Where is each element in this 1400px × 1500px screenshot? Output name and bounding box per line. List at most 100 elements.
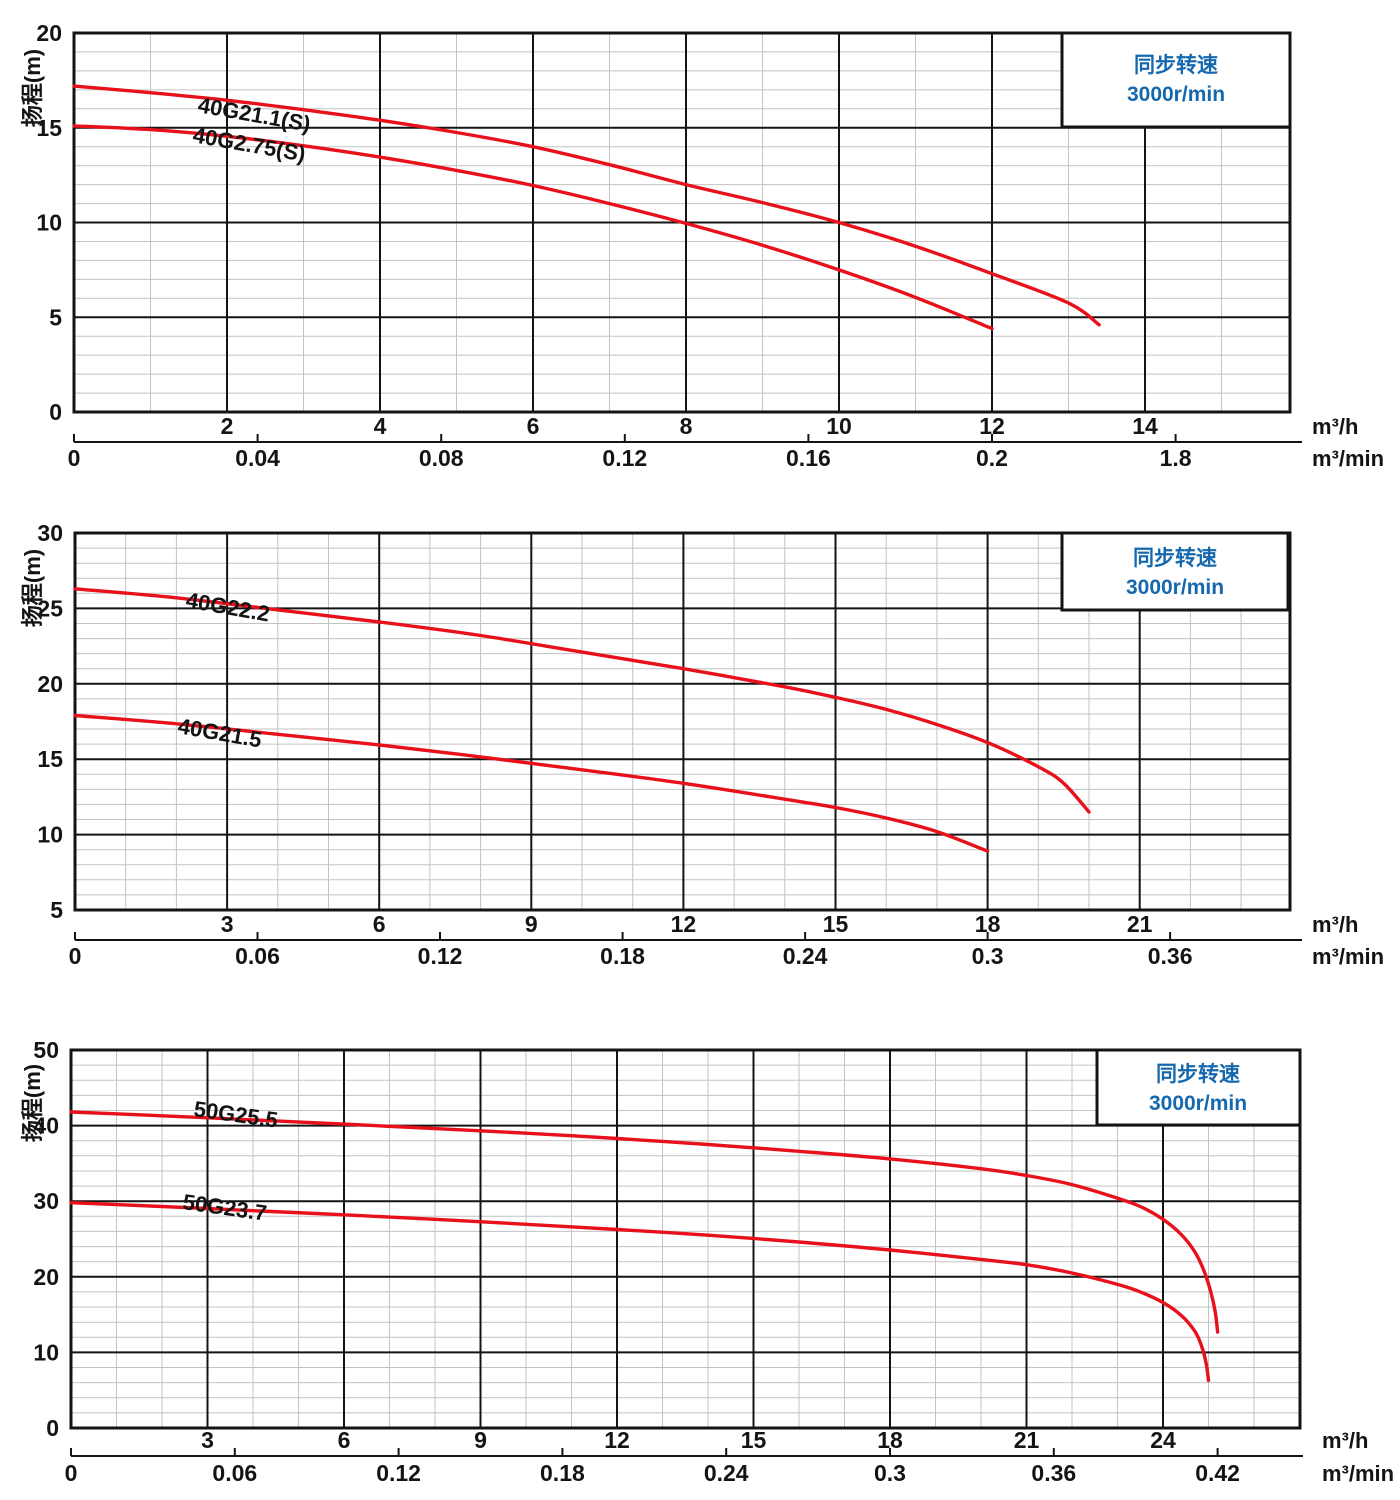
chart-3-group: 50 40 30 20 10 0 3 6 9 12 15 18 21 24 0 0.06 0.12 0.18 0.2… xyxy=(20,1037,1394,1486)
x-tick-label: 15 xyxy=(741,1427,767,1453)
x2-tick-label: 0.06 xyxy=(235,943,280,969)
x-tick-label: 6 xyxy=(338,1427,351,1453)
x-unit-secondary: m³/min xyxy=(1312,944,1384,969)
legend-box xyxy=(1060,531,1290,612)
curve-50G23.7 xyxy=(69,1201,1211,1383)
curve-40G22.2 xyxy=(73,587,1091,814)
y-tick-label: 10 xyxy=(33,1339,59,1365)
x2-tick-label: 0.42 xyxy=(1195,1460,1240,1486)
curve-40G21.5 xyxy=(73,713,990,853)
x-unit-primary: m³/h xyxy=(1312,414,1358,439)
x-tick-label: 3 xyxy=(221,911,234,937)
y-tick-label: 5 xyxy=(49,304,62,330)
y-tick-label: 0 xyxy=(49,399,62,425)
x-tick-label: 9 xyxy=(525,911,538,937)
plot-border xyxy=(72,31,1292,414)
curve-50G25.5 xyxy=(69,1110,1220,1334)
x2-tick-label: 0.16 xyxy=(786,445,831,471)
x2-tick-label: 0.36 xyxy=(1148,943,1193,969)
x-unit-secondary: m³/min xyxy=(1312,446,1384,471)
chart-3-generated-grid-and-curves: 50 40 30 20 10 0 3 6 9 12 15 18 21 24 0 0.06 0.12 0.18 0.2… xyxy=(33,1037,1303,1486)
x2-tick-label: 0.06 xyxy=(212,1460,257,1486)
x-tick-label: 4 xyxy=(374,413,387,439)
plot-border xyxy=(73,531,1292,912)
y-tick-label: 5 xyxy=(50,897,63,923)
legend-sync-speed-label: 同步转速 xyxy=(1134,53,1218,77)
y-tick-label: 30 xyxy=(37,520,63,546)
x2-tick-label: 0.18 xyxy=(540,1460,585,1486)
chart-2-group: 30 25 20 15 10 5 3 6 9 12 15 18 21 0 0.06 0.12 0.18 0.24 0… xyxy=(20,520,1384,969)
y-tick-label: 50 xyxy=(33,1037,59,1063)
y-tick-label: 10 xyxy=(36,210,62,236)
legend-box xyxy=(1060,31,1292,129)
y-tick-label: 20 xyxy=(37,671,63,697)
tick-labels: 30 25 20 15 10 5 3 6 9 12 15 18 21 0 0.06 0.12 0.18 0.24 0… xyxy=(37,520,1192,969)
x-tick-label: 18 xyxy=(877,1427,903,1453)
y-tick-label: 0 xyxy=(46,1415,59,1441)
chart-2-generated-grid-and-curves: 30 25 20 15 10 5 3 6 9 12 15 18 21 0 0.06 0.12 0.18 0.24 0… xyxy=(37,520,1302,969)
plot-border xyxy=(69,1048,1302,1430)
x-tick-label: 6 xyxy=(373,911,386,937)
y-axis-title: 扬程(m) xyxy=(20,49,45,127)
curves xyxy=(73,587,1091,853)
x-tick-label: 2 xyxy=(221,413,234,439)
curve-40G21.1(S) xyxy=(72,84,1101,327)
tick-labels: 20 15 10 5 0 2 4 6 8 10 12 14 0 0.04 0.08 0.12 0.16 0.2 1.… xyxy=(36,20,1191,471)
x-tick-label: 12 xyxy=(604,1427,630,1453)
chart-1-group: 20 15 10 5 0 2 4 6 8 10 12 14 0 0.04 0.08 0.12 0.16 0.2 1.… xyxy=(20,20,1384,471)
secondary-axis xyxy=(74,932,1302,941)
x2-tick-label: 0.12 xyxy=(418,943,463,969)
y-tick-label: 10 xyxy=(37,822,63,848)
x-tick-label: 15 xyxy=(823,911,849,937)
x-tick-label: 12 xyxy=(671,911,697,937)
curves xyxy=(72,84,1101,331)
x-unit-primary: m³/h xyxy=(1322,1428,1368,1453)
x2-tick-label: 0.3 xyxy=(972,943,1004,969)
y-tick-label: 30 xyxy=(33,1188,59,1214)
x2-tick-label: 0.12 xyxy=(602,445,647,471)
x2-tick-label: 0 xyxy=(69,943,82,969)
x2-tick-label: 1.8 xyxy=(1160,445,1192,471)
x-tick-label: 21 xyxy=(1014,1427,1040,1453)
curve-label-40G21.5: 40G21.5 xyxy=(176,713,263,752)
x-unit-primary: m³/h xyxy=(1312,912,1358,937)
x-tick-label: 10 xyxy=(826,413,852,439)
legend-sync-speed-label: 同步转速 xyxy=(1133,546,1217,570)
x2-tick-label: 0.18 xyxy=(600,943,645,969)
legend-box xyxy=(1095,1048,1302,1127)
minor-gridlines xyxy=(71,1050,1300,1428)
y-tick-label: 15 xyxy=(37,746,63,772)
x-tick-label: 24 xyxy=(1150,1427,1176,1453)
tick-labels: 50 40 30 20 10 0 3 6 9 12 15 18 21 24 0 0.06 0.12 0.18 0.2… xyxy=(33,1037,1240,1486)
x2-tick-label: 0.2 xyxy=(976,445,1008,471)
legend-speed-value: 3000r/min xyxy=(1127,83,1225,106)
x2-tick-label: 0.36 xyxy=(1031,1460,1076,1486)
x-tick-label: 8 xyxy=(680,413,693,439)
curves xyxy=(69,1110,1220,1383)
x-tick-label: 9 xyxy=(474,1427,487,1453)
legend-sync-speed-label: 同步转速 xyxy=(1156,1062,1240,1086)
x-unit-secondary: m³/min xyxy=(1322,1461,1394,1486)
curve-label-50G23.7: 50G23.7 xyxy=(181,1189,268,1226)
y-tick-label: 40 xyxy=(33,1113,59,1139)
legend-speed-value: 3000r/min xyxy=(1149,1092,1247,1115)
x2-tick-label: 0.08 xyxy=(419,445,464,471)
legend-speed-value: 3000r/min xyxy=(1126,576,1224,599)
y-axis-title: 扬程(m) xyxy=(20,549,45,627)
curve-40G2.75(S) xyxy=(72,124,994,331)
y-tick-label: 20 xyxy=(36,20,62,46)
x2-tick-label: 0.04 xyxy=(235,445,280,471)
x-tick-label: 14 xyxy=(1132,413,1158,439)
x-tick-label: 21 xyxy=(1127,911,1153,937)
x-tick-label: 18 xyxy=(975,911,1001,937)
x2-tick-label: 0.24 xyxy=(704,1460,749,1486)
secondary-axis xyxy=(73,434,1302,443)
y-axis-title: 扬程(m) xyxy=(20,1064,45,1142)
x2-tick-label: 0.12 xyxy=(376,1460,421,1486)
x2-tick-label: 0 xyxy=(65,1460,78,1486)
y-tick-label: 25 xyxy=(37,595,63,621)
x-tick-label: 3 xyxy=(201,1427,214,1453)
x-tick-label: 12 xyxy=(979,413,1005,439)
y-tick-label: 15 xyxy=(36,115,62,141)
